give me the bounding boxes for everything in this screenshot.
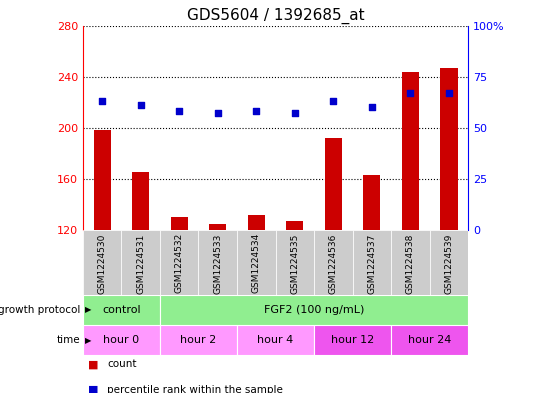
Point — [329, 98, 338, 104]
Text: ■: ■ — [88, 385, 99, 393]
Bar — [314, 325, 391, 355]
Point — [291, 110, 299, 117]
Bar — [353, 230, 391, 295]
Text: hour 12: hour 12 — [331, 335, 374, 345]
Bar — [160, 230, 198, 295]
Text: hour 2: hour 2 — [180, 335, 217, 345]
Bar — [94, 130, 111, 230]
Point — [213, 110, 222, 117]
Text: GSM1224533: GSM1224533 — [213, 233, 222, 294]
Text: GSM1224534: GSM1224534 — [252, 233, 261, 294]
Text: count: count — [107, 359, 136, 369]
Bar — [83, 230, 121, 295]
Text: ▶: ▶ — [85, 305, 91, 314]
Bar — [325, 138, 342, 230]
Text: time: time — [57, 335, 80, 345]
Bar — [430, 230, 468, 295]
Bar — [402, 72, 419, 230]
Text: GSM1224531: GSM1224531 — [136, 233, 145, 294]
Bar — [276, 230, 314, 295]
Text: GSM1224532: GSM1224532 — [175, 233, 184, 294]
Text: FGF2 (100 ng/mL): FGF2 (100 ng/mL) — [264, 305, 364, 315]
Point — [406, 90, 415, 96]
Bar — [209, 224, 226, 230]
Text: GSM1224539: GSM1224539 — [445, 233, 453, 294]
Text: GSM1224538: GSM1224538 — [406, 233, 415, 294]
Bar — [160, 325, 237, 355]
Bar — [391, 325, 468, 355]
Text: ■: ■ — [88, 359, 99, 369]
Text: hour 4: hour 4 — [257, 335, 294, 345]
Bar — [391, 230, 430, 295]
Bar — [314, 230, 353, 295]
Point — [252, 108, 261, 114]
Bar — [248, 215, 265, 230]
Bar — [160, 295, 468, 325]
Point — [98, 98, 106, 104]
Text: ▶: ▶ — [85, 336, 91, 345]
Text: percentile rank within the sample: percentile rank within the sample — [107, 385, 283, 393]
Text: growth protocol: growth protocol — [0, 305, 80, 315]
Bar — [121, 230, 160, 295]
Point — [368, 104, 376, 110]
Bar — [237, 230, 276, 295]
Text: GSM1224537: GSM1224537 — [368, 233, 376, 294]
Point — [136, 102, 145, 108]
Bar — [171, 217, 188, 230]
Bar — [363, 175, 380, 230]
Bar — [286, 221, 303, 230]
Text: hour 0: hour 0 — [103, 335, 140, 345]
Point — [445, 90, 453, 96]
Bar — [83, 295, 160, 325]
Text: GSM1224530: GSM1224530 — [98, 233, 106, 294]
Text: control: control — [102, 305, 141, 315]
Text: GSM1224535: GSM1224535 — [291, 233, 299, 294]
Bar — [237, 325, 314, 355]
Text: hour 24: hour 24 — [408, 335, 452, 345]
Point — [175, 108, 184, 114]
Bar — [83, 325, 160, 355]
Bar — [132, 173, 149, 230]
Bar — [198, 230, 237, 295]
Bar — [440, 68, 457, 230]
Text: GSM1224536: GSM1224536 — [329, 233, 338, 294]
Title: GDS5604 / 1392685_at: GDS5604 / 1392685_at — [187, 8, 364, 24]
